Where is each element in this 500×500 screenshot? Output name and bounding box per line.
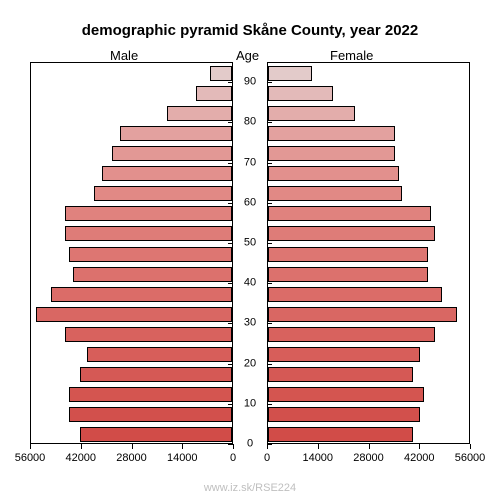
bar-female — [268, 287, 442, 302]
bar-female — [268, 146, 395, 161]
bar-male — [196, 86, 232, 101]
bar-male — [102, 166, 233, 181]
bar-male — [69, 407, 232, 422]
bar-male — [167, 106, 232, 121]
age-axis: 0102030405060708090 — [233, 62, 267, 444]
age-tick-label: 40 — [233, 278, 267, 289]
bar-female — [268, 126, 395, 141]
bar-male — [69, 247, 232, 262]
x-tick-label: 28000 — [116, 452, 147, 464]
bar-female — [268, 186, 402, 201]
x-axis-male: 560004200028000140000 — [30, 444, 233, 474]
x-tick-label: 42000 — [404, 452, 435, 464]
bar-male — [80, 427, 232, 442]
age-tick-label: 90 — [233, 77, 267, 88]
label-female: Female — [330, 48, 373, 63]
bar-female — [268, 66, 312, 81]
age-tick-label: 80 — [233, 117, 267, 128]
pyramid-chart: 0102030405060708090 56000420002800014000… — [30, 62, 470, 444]
label-age: Age — [236, 48, 259, 63]
bar-male — [69, 387, 232, 402]
bar-male — [112, 146, 232, 161]
bar-female — [268, 307, 457, 322]
bar-male — [65, 226, 232, 241]
x-tick-label: 14000 — [302, 452, 333, 464]
bar-male — [73, 267, 233, 282]
x-tick-label: 14000 — [167, 452, 198, 464]
age-tick-label: 20 — [233, 358, 267, 369]
bar-female — [268, 327, 435, 342]
bar-female — [268, 206, 431, 221]
bar-male — [65, 206, 232, 221]
x-tick-label: 56000 — [15, 452, 46, 464]
bar-male — [80, 367, 232, 382]
x-tick-label: 28000 — [353, 452, 384, 464]
bar-female — [268, 407, 420, 422]
bar-female — [268, 166, 399, 181]
bar-female — [268, 226, 435, 241]
age-tick-label: 60 — [233, 197, 267, 208]
age-tick-label: 10 — [233, 398, 267, 409]
bar-female — [268, 267, 428, 282]
x-tick-label: 0 — [264, 452, 270, 464]
x-tick-label: 0 — [230, 452, 236, 464]
bar-male — [87, 347, 232, 362]
bar-female — [268, 106, 355, 121]
age-tick-label: 50 — [233, 237, 267, 248]
bar-male — [210, 66, 232, 81]
bar-male — [51, 287, 232, 302]
bar-female — [268, 86, 333, 101]
age-tick-label: 70 — [233, 157, 267, 168]
x-tick-label: 42000 — [65, 452, 96, 464]
x-tick-label: 56000 — [455, 452, 486, 464]
bar-female — [268, 347, 420, 362]
bar-male — [65, 327, 232, 342]
watermark: www.iz.sk/RSE224 — [0, 482, 500, 494]
bar-male — [36, 307, 232, 322]
bar-female — [268, 387, 424, 402]
plot-female — [267, 62, 470, 444]
bar-female — [268, 247, 428, 262]
bar-female — [268, 427, 413, 442]
age-tick-label: 0 — [233, 439, 267, 450]
label-male: Male — [110, 48, 138, 63]
bar-female — [268, 367, 413, 382]
age-tick-label: 30 — [233, 318, 267, 329]
bar-male — [120, 126, 232, 141]
x-axis-female: 014000280004200056000 — [267, 444, 470, 474]
chart-title: demographic pyramid Skåne County, year 2… — [0, 22, 500, 39]
bar-male — [94, 186, 232, 201]
plot-male — [30, 62, 233, 444]
